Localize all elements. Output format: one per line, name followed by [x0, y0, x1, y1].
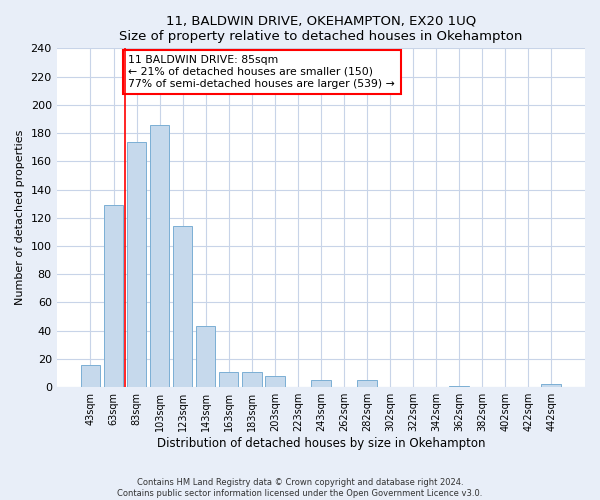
Bar — [219, 372, 238, 387]
X-axis label: Distribution of detached houses by size in Okehampton: Distribution of detached houses by size … — [157, 437, 485, 450]
Bar — [242, 372, 262, 387]
Bar — [80, 364, 100, 387]
Bar — [449, 386, 469, 387]
Bar — [150, 124, 169, 387]
Bar — [311, 380, 331, 387]
Bar — [127, 142, 146, 387]
Bar — [265, 376, 284, 387]
Bar — [357, 380, 377, 387]
Bar — [104, 205, 123, 387]
Title: 11, BALDWIN DRIVE, OKEHAMPTON, EX20 1UQ
Size of property relative to detached ho: 11, BALDWIN DRIVE, OKEHAMPTON, EX20 1UQ … — [119, 15, 523, 43]
Bar — [173, 226, 193, 387]
Bar — [541, 384, 561, 387]
Bar — [196, 326, 215, 387]
Y-axis label: Number of detached properties: Number of detached properties — [15, 130, 25, 306]
Text: 11 BALDWIN DRIVE: 85sqm
← 21% of detached houses are smaller (150)
77% of semi-d: 11 BALDWIN DRIVE: 85sqm ← 21% of detache… — [128, 56, 395, 88]
Text: Contains HM Land Registry data © Crown copyright and database right 2024.
Contai: Contains HM Land Registry data © Crown c… — [118, 478, 482, 498]
